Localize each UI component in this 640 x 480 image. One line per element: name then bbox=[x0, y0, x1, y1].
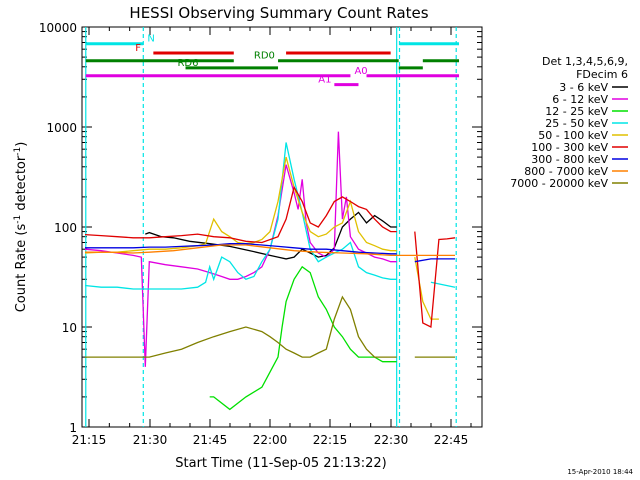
legend-entry-label: 100 - 300 keV bbox=[531, 141, 608, 154]
series-line bbox=[84, 185, 456, 329]
y-axis-label-exp: -1 bbox=[13, 215, 23, 224]
y-tick-label: 10000 bbox=[39, 21, 77, 35]
y-axis-label-close: ) bbox=[14, 142, 29, 147]
y-tick-label: 10 bbox=[62, 321, 77, 335]
y-axis-label: Count Rate (s-1 detector-1) bbox=[13, 142, 29, 313]
legend-header: FDecim 6 bbox=[576, 68, 628, 81]
x-tick-label: 21:45 bbox=[193, 433, 228, 447]
y-axis-label-exp2: -1 bbox=[13, 147, 23, 156]
y-axis-label-tail: detector bbox=[14, 155, 29, 215]
legend-entry-label: 50 - 100 keV bbox=[538, 129, 608, 142]
legend-entry-label: 12 - 25 keV bbox=[545, 105, 608, 118]
series-line bbox=[85, 295, 455, 358]
x-axis-label: Start Time (11-Sep-05 21:13:22) bbox=[175, 456, 386, 471]
x-axis-ticks: 21:15 21:30 21:45 22:00 22:15 22:30 22:45 bbox=[72, 27, 472, 447]
flag-label: A1 bbox=[318, 75, 331, 86]
x-tick-label: 22:30 bbox=[374, 433, 409, 447]
legend-entry-label: 6 - 12 keV bbox=[552, 93, 608, 106]
series-line bbox=[145, 211, 397, 260]
flag-label: A0 bbox=[354, 66, 367, 77]
y-axis-label-main: Count Rate (s bbox=[14, 224, 29, 313]
x-tick-label: 22:45 bbox=[434, 433, 469, 447]
legend-entry-label: 300 - 800 keV bbox=[531, 153, 608, 166]
series-line bbox=[85, 243, 455, 263]
x-tick-label: 21:30 bbox=[133, 433, 168, 447]
y-tick-label: 100 bbox=[54, 221, 77, 235]
x-tick-label: 22:15 bbox=[313, 433, 348, 447]
flag-label: N bbox=[147, 34, 154, 45]
legend-entry-label: 7000 - 20000 keV bbox=[510, 177, 608, 190]
legend-entry-label: 3 - 6 keV bbox=[559, 81, 608, 94]
y-axis-ticks: 1 10 100 1000 10000 bbox=[39, 21, 482, 435]
legend-header: Det 1,3,4,5,6,9, bbox=[542, 55, 628, 68]
footer-date: 15-Apr-2010 18:44 bbox=[567, 468, 633, 476]
flag-label: RD6 bbox=[177, 58, 198, 69]
y-tick-label: 1000 bbox=[46, 121, 77, 135]
x-tick-label: 22:00 bbox=[253, 433, 288, 447]
y-tick-label: 1 bbox=[69, 421, 77, 435]
legend-entry-label: 800 - 7000 keV bbox=[524, 165, 608, 178]
x-tick-label: 21:15 bbox=[72, 433, 107, 447]
instrument-flags: NF RD0 RD6 A0 A1 bbox=[85, 34, 460, 87]
flag-label: F bbox=[135, 43, 141, 54]
series-line bbox=[209, 265, 397, 411]
chart-title: HESSI Observing Summary Count Rates bbox=[129, 4, 428, 22]
series-lines bbox=[84, 131, 456, 411]
legend-entry-label: 25 - 50 keV bbox=[545, 117, 608, 130]
series-line bbox=[85, 244, 455, 257]
flag-label: RD0 bbox=[254, 51, 275, 62]
